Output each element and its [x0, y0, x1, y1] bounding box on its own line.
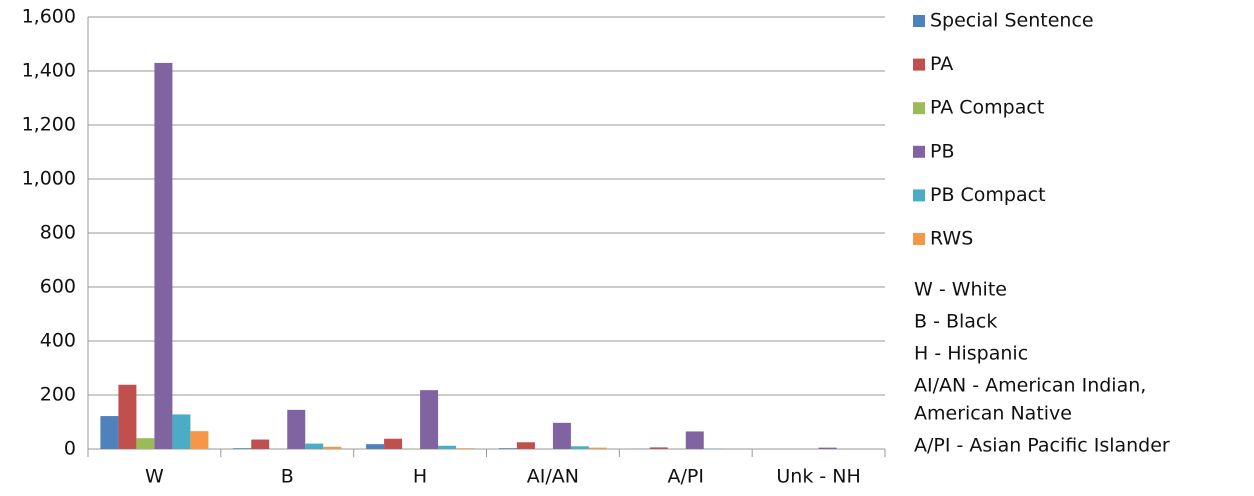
bar — [516, 442, 535, 449]
x-tick-label: W — [145, 466, 164, 488]
legend-label: PA — [930, 53, 953, 75]
bar — [498, 448, 517, 449]
bar — [588, 447, 607, 449]
legend-label: PB — [930, 140, 955, 162]
bar — [118, 384, 137, 449]
bar — [570, 446, 589, 449]
note: H - Hispanic — [914, 343, 1028, 365]
note: W - White — [914, 279, 1007, 301]
y-tick-label: 1,400 — [22, 60, 76, 82]
legend-swatch — [913, 15, 925, 27]
x-tick-label: B — [281, 466, 294, 488]
y-tick-label: 1,000 — [22, 168, 76, 190]
x-tick-label: A/PI — [668, 466, 704, 488]
x-tick-label: H — [413, 466, 427, 488]
legend-label: PB Compact — [930, 184, 1046, 206]
legend-label: Special Sentence — [930, 10, 1094, 32]
note: AI/AN - American Indian, — [914, 375, 1146, 397]
bar — [100, 416, 119, 449]
note: A/PI - Asian Pacific Islander — [914, 435, 1170, 457]
bar — [190, 431, 209, 449]
bar — [703, 448, 722, 449]
legend-swatch — [913, 189, 925, 202]
note: American Native — [914, 403, 1072, 425]
y-tick-label: 1,600 — [22, 6, 76, 28]
bar — [438, 445, 457, 449]
bar — [323, 446, 342, 449]
note: B - Black — [914, 311, 997, 333]
x-tick-label: Unk - NH — [776, 466, 860, 488]
bar — [305, 443, 324, 449]
legend-label: RWS — [930, 228, 973, 250]
bar — [649, 447, 668, 449]
bar — [818, 447, 837, 449]
bar — [456, 448, 475, 449]
legend-swatch — [913, 233, 925, 245]
legend-swatch — [913, 58, 925, 71]
bar — [420, 390, 439, 449]
bar — [233, 448, 252, 449]
y-tick-label: 600 — [40, 276, 76, 298]
bar — [384, 438, 403, 449]
y-tick-label: 200 — [40, 384, 76, 406]
legend-swatch — [913, 102, 925, 115]
y-tick-label: 0 — [64, 438, 76, 460]
bar — [154, 62, 173, 450]
y-tick-label: 800 — [40, 222, 76, 244]
bar — [366, 444, 385, 449]
bar — [685, 431, 704, 449]
bar — [136, 438, 155, 449]
legend-swatch — [913, 145, 925, 158]
bar — [287, 409, 306, 449]
y-tick-label: 1,200 — [22, 114, 76, 136]
bar — [172, 414, 191, 449]
legend-label: PA Compact — [930, 97, 1044, 119]
x-tick-label: AI/AN — [527, 466, 579, 488]
y-tick-label: 400 — [40, 330, 76, 352]
bar — [552, 422, 571, 449]
bar — [251, 439, 270, 449]
